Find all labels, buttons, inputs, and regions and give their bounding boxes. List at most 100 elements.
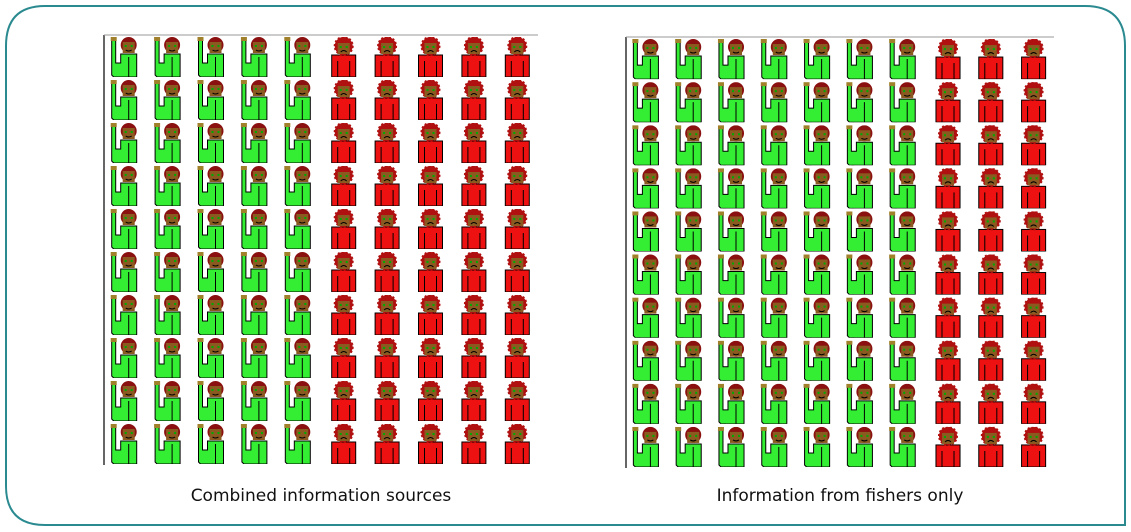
icon <box>674 211 702 252</box>
icon <box>1020 39 1047 80</box>
icon <box>504 252 531 292</box>
icon <box>760 426 788 467</box>
icon <box>888 254 916 295</box>
icon <box>1020 254 1047 295</box>
icon <box>110 123 138 163</box>
icon <box>803 82 831 123</box>
icon <box>845 39 873 80</box>
icon <box>240 338 268 378</box>
icon <box>283 37 311 77</box>
icon <box>717 426 745 467</box>
icon <box>717 254 745 295</box>
icon <box>330 252 357 292</box>
icon <box>845 426 873 467</box>
icon <box>374 424 401 464</box>
icon <box>196 209 225 249</box>
icon <box>240 424 268 464</box>
icon <box>845 125 873 166</box>
icon <box>417 123 444 163</box>
icon <box>110 80 138 120</box>
icon <box>153 381 181 421</box>
icon <box>460 338 487 378</box>
icon <box>977 254 1004 295</box>
icon <box>283 295 311 335</box>
icon <box>977 125 1004 166</box>
icon <box>374 295 401 335</box>
icon <box>460 80 487 120</box>
icon <box>110 166 138 206</box>
icon <box>330 424 357 464</box>
icon <box>153 295 181 335</box>
icon <box>631 297 659 338</box>
icon <box>717 125 745 166</box>
icon <box>460 166 487 206</box>
icon <box>110 424 138 464</box>
icon <box>504 37 531 77</box>
icon <box>934 340 962 381</box>
icon <box>1020 383 1047 424</box>
icon <box>760 297 788 338</box>
icon <box>888 340 916 381</box>
icon <box>760 383 788 424</box>
caption: Combined information sources <box>191 486 452 506</box>
icon <box>888 297 916 338</box>
icon <box>631 125 659 166</box>
icon <box>674 297 702 338</box>
icon <box>110 37 138 77</box>
icon <box>1020 211 1047 252</box>
icon <box>1020 168 1047 209</box>
icon <box>631 82 659 123</box>
icon <box>460 381 487 421</box>
icon <box>417 166 444 206</box>
icon <box>240 123 268 163</box>
icon <box>674 426 702 467</box>
icon <box>504 123 531 163</box>
icon <box>977 82 1004 123</box>
icon <box>330 381 357 421</box>
icon <box>417 295 444 335</box>
icon <box>717 39 745 80</box>
icon <box>760 125 788 166</box>
icon <box>417 37 444 77</box>
icon <box>674 383 702 424</box>
icon <box>674 340 702 381</box>
icon <box>504 424 531 464</box>
icon <box>330 80 357 120</box>
icon <box>888 383 916 424</box>
icon <box>934 39 962 80</box>
icon <box>803 297 831 338</box>
icon <box>803 125 831 166</box>
icon <box>153 80 181 120</box>
icon <box>374 123 401 163</box>
icon <box>803 39 831 80</box>
icon <box>460 37 487 77</box>
icon <box>240 381 268 421</box>
icon <box>717 297 745 338</box>
icon <box>888 426 916 467</box>
icon <box>153 123 181 163</box>
icon <box>504 209 531 249</box>
icon <box>934 254 962 295</box>
icon <box>196 424 225 464</box>
icon <box>460 209 487 249</box>
icon <box>330 123 357 163</box>
icon <box>110 209 138 249</box>
icon <box>803 254 831 295</box>
icon <box>283 166 311 206</box>
icon <box>934 383 962 424</box>
icon <box>888 168 916 209</box>
icon <box>374 209 401 249</box>
icon <box>934 125 962 166</box>
icon <box>330 37 357 77</box>
icon <box>417 209 444 249</box>
icon <box>674 125 702 166</box>
icon <box>504 381 531 421</box>
icon <box>1020 125 1047 166</box>
icon <box>977 168 1004 209</box>
icon <box>330 209 357 249</box>
icon <box>845 340 873 381</box>
icon <box>717 383 745 424</box>
icon <box>417 338 444 378</box>
icon <box>631 340 659 381</box>
